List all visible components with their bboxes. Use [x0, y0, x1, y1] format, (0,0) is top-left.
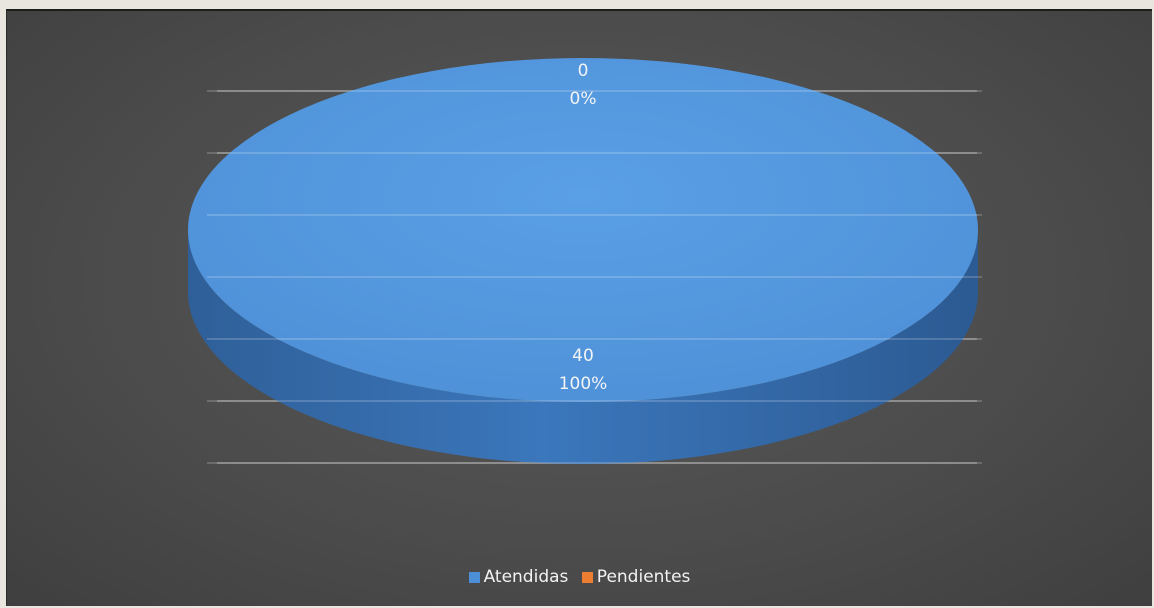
data-label-value-pendientes: 0: [578, 61, 589, 81]
legend-item-atendidas: Atendidas: [468, 567, 569, 587]
data-label-value-atendidas: 40: [572, 346, 594, 366]
legend-label-pendientes: Pendientes: [596, 567, 691, 587]
legend-label-atendidas: Atendidas: [483, 567, 569, 587]
chart-frame: 40 100% 0 0% Atendidas Pendientes: [6, 9, 1152, 606]
legend-item-pendientes: Pendientes: [581, 567, 691, 587]
pie-chart-3d: 40 100% 0 0%: [188, 58, 982, 464]
gridlines-overlay: [207, 90, 982, 464]
pie-slice-atendidas-side: [188, 230, 978, 464]
legend-swatch-pendientes: [581, 571, 593, 583]
slices: [188, 58, 982, 464]
data-labels: 40 100% 0 0%: [559, 61, 608, 394]
data-label-percent-atendidas: 100%: [559, 374, 608, 394]
data-label-percent-pendientes: 0%: [570, 89, 597, 109]
legend: Atendidas Pendientes: [7, 567, 1152, 588]
pie-slice-atendidas: [188, 58, 978, 464]
pie-slice-atendidas-top: [188, 58, 978, 402]
legend-swatch-atendidas: [468, 571, 480, 583]
